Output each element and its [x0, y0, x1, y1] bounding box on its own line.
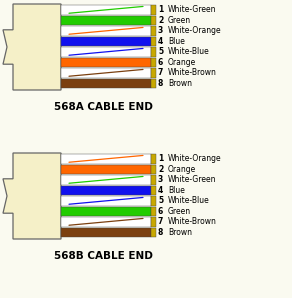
Text: 568A CABLE END: 568A CABLE END: [53, 102, 152, 112]
Bar: [151, 164, 156, 174]
Bar: [61, 185, 151, 195]
Text: White-Green: White-Green: [168, 175, 216, 184]
Bar: [151, 154, 156, 164]
Bar: [61, 26, 151, 36]
Bar: [151, 175, 156, 185]
Bar: [61, 196, 151, 206]
Text: White-Blue: White-Blue: [168, 196, 210, 205]
Text: 1: 1: [158, 5, 163, 14]
Bar: [151, 47, 156, 57]
Bar: [61, 154, 151, 164]
Text: Brown: Brown: [168, 228, 192, 237]
Bar: [61, 68, 151, 78]
Text: Orange: Orange: [168, 58, 196, 67]
Text: 8: 8: [158, 79, 164, 88]
Text: 3: 3: [158, 26, 163, 35]
Text: Blue: Blue: [168, 186, 185, 195]
Bar: [151, 227, 156, 237]
Text: 4: 4: [158, 186, 163, 195]
Bar: [61, 78, 151, 88]
Bar: [151, 58, 156, 67]
Bar: [151, 36, 156, 46]
Text: 4: 4: [158, 37, 163, 46]
Text: 8: 8: [158, 228, 164, 237]
Text: 5: 5: [158, 196, 163, 205]
Bar: [151, 185, 156, 195]
Bar: [151, 78, 156, 88]
Text: Green: Green: [168, 207, 191, 216]
Text: Orange: Orange: [168, 165, 196, 174]
Bar: [61, 217, 151, 227]
Bar: [61, 36, 151, 46]
Text: 568B CABLE END: 568B CABLE END: [53, 251, 152, 261]
Text: White-Green: White-Green: [168, 5, 216, 14]
Text: Blue: Blue: [168, 37, 185, 46]
Text: White-Orange: White-Orange: [168, 26, 222, 35]
Bar: [151, 196, 156, 206]
Text: 2: 2: [158, 165, 163, 174]
Text: 1: 1: [158, 154, 163, 163]
Text: 7: 7: [158, 217, 164, 226]
Bar: [151, 217, 156, 227]
Text: Green: Green: [168, 16, 191, 25]
Text: 6: 6: [158, 58, 163, 67]
Bar: [61, 47, 151, 57]
Text: 5: 5: [158, 47, 163, 56]
Polygon shape: [3, 4, 61, 90]
Bar: [61, 5, 151, 15]
Text: 7: 7: [158, 68, 164, 77]
Bar: [151, 26, 156, 36]
Bar: [151, 5, 156, 15]
Text: White-Orange: White-Orange: [168, 154, 222, 163]
Bar: [61, 58, 151, 67]
Bar: [151, 207, 156, 216]
Text: White-Blue: White-Blue: [168, 47, 210, 56]
Bar: [151, 68, 156, 78]
Bar: [61, 227, 151, 237]
Text: 2: 2: [158, 16, 163, 25]
Bar: [61, 175, 151, 185]
Polygon shape: [3, 153, 61, 239]
Text: Brown: Brown: [168, 79, 192, 88]
Text: White-Brown: White-Brown: [168, 217, 217, 226]
Bar: [151, 15, 156, 25]
Text: White-Brown: White-Brown: [168, 68, 217, 77]
Bar: [61, 207, 151, 216]
Bar: [61, 164, 151, 174]
Bar: [61, 15, 151, 25]
Text: 6: 6: [158, 207, 163, 216]
Text: 3: 3: [158, 175, 163, 184]
